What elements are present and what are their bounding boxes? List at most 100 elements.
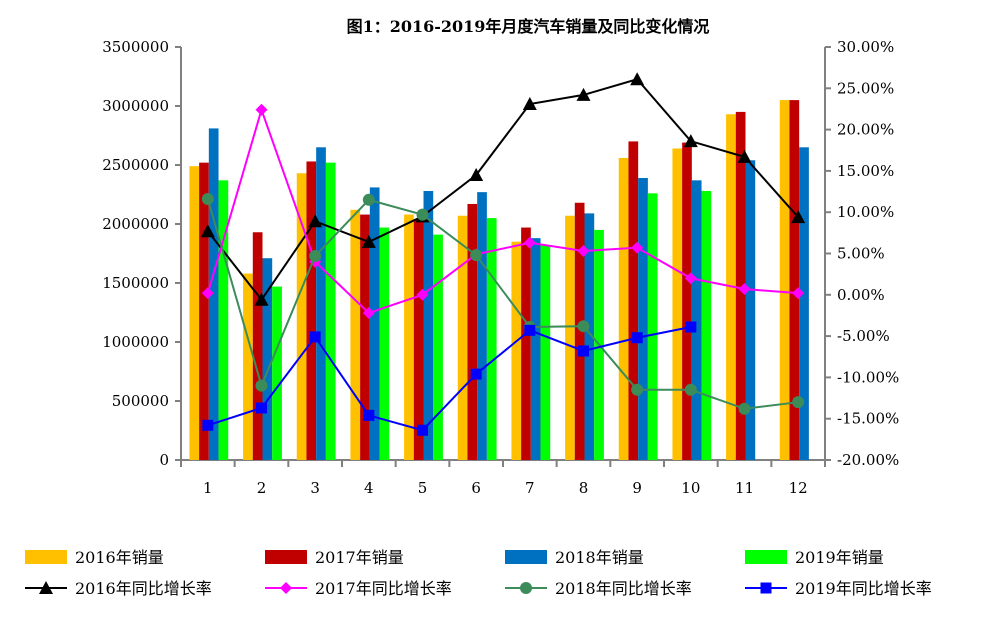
bar-2018年销量-8 [584,213,595,460]
left-tick-label: 2500000 [102,156,169,174]
left-tick-label: 2000000 [102,215,169,233]
legend-label: 2019年同比增长率 [795,579,932,598]
point-2018年同比增长率-10 [684,383,697,396]
point-2017年同比增长率-12 [792,287,805,300]
bar-2017年销量-2 [252,232,263,460]
bar-2018年销量-1 [208,128,219,461]
bar-2016年销量-10 [672,148,683,461]
line-2019年同比增长率 [207,326,692,432]
legend-label: 2017年同比增长率 [315,579,452,598]
x-tick-label: 5 [418,479,428,497]
point-2016年同比增长率-12 [791,210,806,224]
bar-2017年销量-7 [521,227,531,460]
point-2018年同比增长率-4 [362,193,375,206]
bar-2019年销量-4 [379,227,390,460]
bar-2017年销量-6 [467,203,478,460]
point-2018年同比增长率-11 [738,402,751,415]
point-2018年同比增长率-8 [577,320,590,333]
point-2019年同比增长率-8 [578,345,589,357]
x-tick-label: 10 [681,479,700,497]
right-tick-label: -5.00% [837,327,890,345]
point-2016年同比增长率-4 [361,234,376,248]
x-tick-label: 6 [471,479,481,497]
bar-2019年销量-3 [325,162,336,460]
right-tick-label: 15.00% [837,162,894,180]
bar-2019年销量-2 [272,286,282,460]
legend-label: 2016年同比增长率 [75,579,212,598]
line-2017年同比增长率 [206,106,799,315]
x-tick-label: 1 [203,479,213,497]
x-tick-label: 9 [632,479,642,497]
bar-2016年销量-6 [457,215,468,460]
point-2018年同比增长率-6 [470,249,483,262]
left-tick-label: 3500000 [102,38,169,56]
bar-2018年销量-9 [638,177,648,461]
point-2016年同比增长率-9 [630,72,645,86]
x-tick-label: 2 [257,479,267,497]
legend-label: 2018年同比增长率 [555,579,692,598]
x-tick-label: 3 [310,479,320,497]
bar-2019年销量-5 [433,234,443,460]
legend-marker [280,582,292,594]
bar-2016年销量-3 [296,173,307,460]
bar-2016年销量-8 [565,215,575,460]
bar-2019年销量-6 [486,218,497,460]
bar-2018年销量-6 [477,192,487,460]
bar-2018年销量-2 [262,258,273,460]
point-2017年同比增长率-7 [523,236,536,249]
point-2017年同比增长率-9 [631,241,644,254]
point-2017年同比增长率-4 [362,306,375,319]
point-2018年同比增长率-2 [255,379,268,392]
point-2019年同比增长率-2 [256,402,267,414]
point-2017年同比增长率-10 [684,272,697,285]
point-2016年同比增长率-10 [683,134,698,148]
bar-2017年销量-3 [306,161,317,460]
point-2016年同比增长率-11 [737,149,752,163]
point-2019年同比增长率-4 [363,409,375,421]
x-tick-label: 8 [579,479,589,497]
left-tick-label: 0 [159,451,169,469]
right-tick-label: 10.00% [837,203,894,221]
legend-label: 2019年销量 [795,548,884,567]
right-tick-label: 5.00% [837,245,885,263]
legend-swatch [25,550,67,564]
left-tick-label: 3000000 [102,97,169,115]
x-tick-label: 11 [735,479,754,497]
right-tick-label: -20.00% [837,451,899,469]
bar-2016年销量-5 [404,214,414,460]
legend-label: 2018年销量 [555,548,644,567]
bar-2016年销量-4 [350,209,361,460]
left-tick-label: 1500000 [102,274,169,292]
bar-2017年销量-4 [360,214,370,460]
line-2018年同比增长率 [206,198,799,410]
point-2019年同比增长率-7 [524,324,536,336]
bar-2019年销量-1 [218,180,229,460]
bar-2016年销量-7 [511,241,522,460]
point-2017年同比增长率-5 [416,288,429,301]
x-tick-label: 12 [789,479,808,497]
right-tick-label: 20.00% [837,121,894,139]
legend-marker [39,581,53,594]
right-tick-label: 0.00% [837,286,885,304]
point-2018年同比增长率-5 [416,208,429,221]
point-2016年同比增长率-3 [308,214,323,228]
x-tick-label: 4 [364,479,374,497]
bar-2017年销量-1 [199,162,209,460]
point-2017年同比增长率-1 [201,287,214,300]
right-tick-label: -10.00% [837,368,899,386]
bar-2016年销量-2 [243,273,253,460]
x-tick-label: 7 [525,479,535,497]
point-2019年同比增长率-3 [309,331,321,343]
bar-2017年销量-8 [574,202,585,460]
point-2016年同比增长率-8 [576,87,591,101]
bar-2018年销量-5 [423,190,434,460]
chart-title: 图1：2016-2019年月度汽车销量及同比变化情况 [347,17,710,36]
bar-2018年销量-10 [691,180,702,460]
bar-2017年销量-9 [628,141,639,460]
bar-2019年销量-9 [647,193,658,460]
bar-2018年销量-12 [799,147,809,461]
bar-2016年销量-9 [618,157,629,461]
left-tick-label: 1000000 [102,333,169,351]
point-2019年同比增长率-10 [685,321,697,333]
